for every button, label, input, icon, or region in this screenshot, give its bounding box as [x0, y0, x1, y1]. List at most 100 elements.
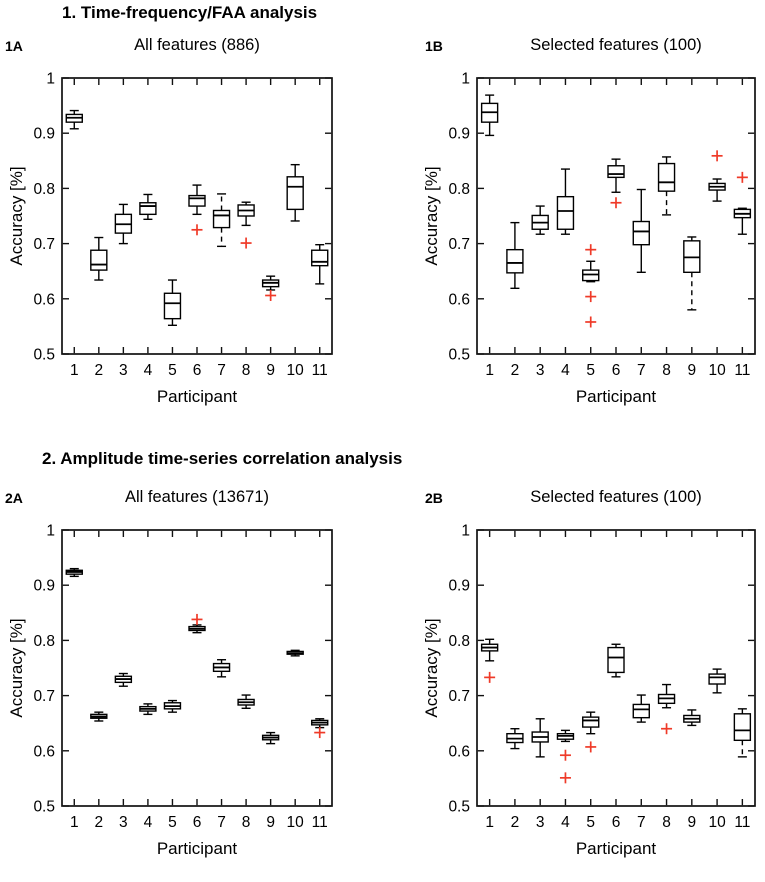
box-participant-4 — [556, 168, 575, 235]
box-participant-6 — [188, 613, 206, 634]
x-tick-label: 9 — [266, 362, 275, 379]
box-participant-1 — [65, 109, 83, 130]
plot-area: 0.50.60.70.80.911 2 3 4 5 6 7 8 9 10 11Participant… — [422, 523, 756, 858]
y-tick-label: 1 — [46, 71, 55, 88]
box-rect — [212, 209, 231, 229]
x-tick-label: 1 — [70, 362, 79, 379]
x-tick-label: 9 — [266, 814, 275, 831]
box-rect — [708, 673, 726, 685]
box-participant-9 — [261, 275, 280, 301]
box-rect — [90, 249, 108, 271]
x-tick-label: 11 — [312, 814, 328, 831]
x-axis-label: Participant — [157, 387, 238, 406]
x-tick-label: 9 — [688, 814, 697, 831]
x-tick-label: 2 — [511, 814, 520, 831]
axis-frame — [61, 77, 333, 355]
outlier-marker — [610, 197, 622, 209]
box-participant-7 — [632, 188, 650, 274]
x-tick-label: 3 — [119, 362, 128, 379]
box-participant-3 — [114, 203, 133, 245]
box-rect — [139, 202, 157, 216]
y-tick-label: 0.5 — [448, 799, 470, 816]
boxplot-2A: 0.50.60.70.80.911 2 3 4 5 6 7 8 9 10 11Participant… — [7, 523, 333, 858]
panel-1B-title: Selected features (100) — [530, 36, 702, 54]
x-tick-label: 5 — [586, 814, 595, 831]
outlier-marker — [585, 741, 597, 753]
y-tick-label: 1 — [461, 523, 470, 540]
x-tick-label: 4 — [144, 814, 153, 831]
y-tick-label: 0.7 — [448, 688, 470, 705]
box-rect — [607, 165, 625, 179]
panel-2A-title: All features (13671) — [125, 488, 269, 506]
box-participant-10 — [286, 649, 304, 657]
y-tick-label: 0.8 — [33, 181, 55, 198]
box-participant-4 — [139, 703, 157, 716]
x-tick-label: 8 — [242, 362, 251, 379]
box-rect — [556, 195, 575, 230]
x-tick-label: 1 — [485, 814, 494, 831]
box-participant-7 — [212, 193, 231, 248]
section-1-title: 1. Time-frequency/FAA analysis — [62, 3, 318, 22]
box-participant-11 — [733, 708, 752, 758]
x-tick-label: 10 — [287, 362, 305, 379]
outlier-marker — [559, 749, 571, 761]
x-tick-label: 10 — [708, 362, 726, 379]
section-2-title: 2. Amplitude time-series correlation ana… — [42, 449, 403, 468]
box-participant-11 — [311, 718, 329, 739]
y-tick-label: 0.5 — [448, 347, 470, 364]
y-tick-label: 0.8 — [448, 181, 470, 198]
x-tick-label: 6 — [193, 814, 202, 831]
box-participant-10 — [286, 163, 304, 222]
x-tick-label: 6 — [612, 814, 621, 831]
x-tick-label: 7 — [637, 814, 646, 831]
y-tick-label: 0.6 — [33, 291, 55, 308]
box-participant-9 — [683, 236, 701, 311]
y-tick-label: 1 — [46, 523, 55, 540]
x-tick-label: 10 — [287, 814, 305, 831]
box-participant-1 — [480, 94, 499, 137]
panel-2A: 2A All features (13671) 0.5 0.6 0.7 0.8 0.9 1… — [0, 482, 382, 882]
box-participant-2 — [506, 728, 524, 750]
box-rect — [286, 176, 304, 211]
box-participant-8 — [657, 683, 676, 735]
x-tick-label: 4 — [561, 362, 570, 379]
x-tick-label: 9 — [688, 362, 697, 379]
box-participant-9 — [261, 731, 280, 745]
box-participant-5 — [582, 711, 600, 753]
x-tick-label: 1 — [485, 362, 494, 379]
y-tick-label: 0.6 — [448, 291, 470, 308]
y-tick-label: 1 — [461, 71, 470, 88]
box-rect — [607, 646, 625, 674]
y-tick-label: 0.9 — [33, 126, 55, 143]
box-participant-1 — [480, 638, 499, 683]
panel-1A: 1A All features (886) 0.5 0.6 0.7 0.8 0.9 1 1 2… — [0, 30, 382, 430]
outlier-marker — [559, 772, 571, 784]
box-rect — [632, 220, 650, 246]
box-participant-6 — [607, 158, 625, 209]
box-participant-8 — [237, 694, 255, 709]
y-tick-label: 0.5 — [33, 347, 55, 364]
y-axis-label: Accuracy [%] — [7, 166, 26, 265]
outlier-marker — [191, 613, 203, 625]
x-tick-label: 10 — [708, 814, 726, 831]
panel-2B: 2B Selected features (100) 0.5 0.6 0.7 0.8 0… — [383, 482, 765, 882]
x-tick-label: 11 — [734, 362, 750, 379]
x-tick-label: 8 — [662, 362, 671, 379]
y-tick-label: 0.9 — [33, 578, 55, 595]
panel-1A-label: 1A — [5, 38, 23, 54]
box-participant-10 — [708, 150, 726, 202]
box-participant-6 — [188, 184, 206, 236]
x-tick-label: 2 — [95, 362, 104, 379]
box-participant-10 — [708, 668, 726, 694]
box-participant-3 — [114, 672, 133, 687]
panel-1B-label: 1B — [425, 38, 443, 54]
box-rect — [188, 194, 206, 207]
y-axis-label: Accuracy [%] — [422, 166, 441, 265]
box-participant-7 — [632, 694, 650, 723]
box-participant-6 — [607, 643, 625, 678]
panel-2B-label: 2B — [425, 490, 443, 506]
x-tick-label: 4 — [144, 362, 153, 379]
box-participant-2 — [90, 236, 108, 281]
box-participant-5 — [163, 279, 182, 326]
